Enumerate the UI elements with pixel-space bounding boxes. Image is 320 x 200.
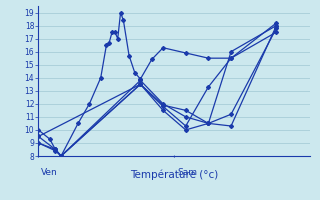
- Text: Ven: Ven: [41, 168, 58, 177]
- X-axis label: Température (°c): Température (°c): [130, 170, 219, 180]
- Text: Sam: Sam: [177, 168, 197, 177]
